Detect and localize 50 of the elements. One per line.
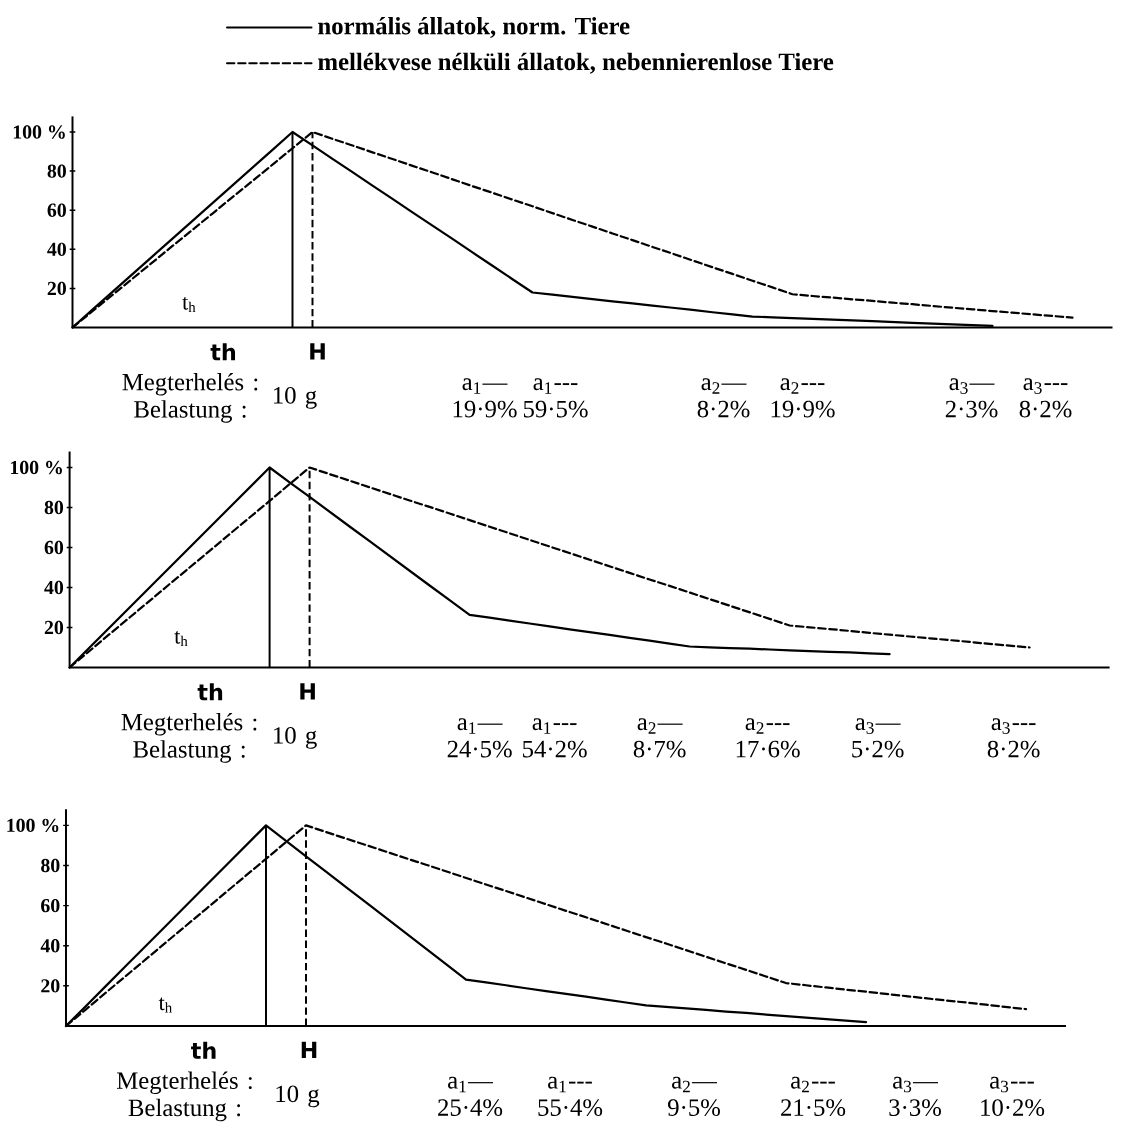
y-tick-label: 20 (47, 281, 66, 296)
text: a$_{3}$— 2·3% (945, 378, 998, 418)
text: 10 g (273, 387, 317, 409)
text: H (301, 1041, 317, 1059)
text: a$_{2}$--- 17·6% (736, 718, 800, 758)
text: Megterhelés : Belastung : (122, 372, 258, 423)
text: a$_{1}$--- 59·5% (523, 378, 588, 418)
text: a$_{2}$--- 19·9% (771, 378, 835, 418)
y-tick-label: 80 (41, 858, 60, 873)
text: a$_{3}$--- 8·2% (1019, 378, 1072, 418)
text: Megterhelés : Belastung : (116, 1071, 252, 1122)
text: a$_{1}$— 19·9% (453, 378, 517, 418)
legend-label: mellékvese nélküli állatok, nebennierenlose Tiere (318, 52, 834, 74)
text: H (300, 683, 315, 700)
text: a$_{2}$— 8·7% (633, 718, 686, 758)
y-tick-label: 40 (44, 580, 64, 595)
text: th (197, 683, 223, 701)
y-tick-label: 100 % (10, 460, 62, 475)
y-tick-label: 100 % (13, 125, 65, 139)
y-tick-label: 20 (44, 620, 64, 635)
y-tick-label: 80 (47, 164, 66, 178)
y-tick-label: 40 (40, 939, 60, 953)
annotation: t$_{h}$ (158, 997, 172, 1013)
text: a$_{2}$— 9·5% (668, 1076, 720, 1116)
text: a$_{1}$--- 55·4% (538, 1076, 603, 1116)
text: a$_{3}$— 3·3% (889, 1076, 941, 1116)
text: a$_{2}$— 8·2% (697, 378, 750, 418)
y-tick-label: 80 (44, 500, 64, 515)
text: a$_{3}$--- 10·2% (981, 1076, 1045, 1116)
text: H (310, 343, 325, 360)
text: a$_{1}$--- 54·2% (523, 718, 587, 758)
annotation: t$_{h}$ (182, 296, 196, 313)
y-tick-label: 60 (44, 540, 64, 555)
text: 10 g (274, 727, 317, 749)
text: a$_{2}$--- 21·5% (781, 1076, 846, 1116)
text: 10 g (276, 1085, 320, 1108)
text: a$_{3}$--- 8·2% (987, 718, 1040, 758)
text: th (210, 343, 236, 361)
legend-label: normális állatok, norm. Tiere (318, 17, 630, 39)
text: Megterhelés : Belastung : (121, 713, 257, 763)
y-tick-label: 20 (41, 979, 60, 993)
annotation: t$_{h}$ (174, 630, 188, 647)
text: a$_{1}$— 24·5% (447, 718, 512, 758)
text: a$_{1}$— 25·4% (438, 1076, 503, 1116)
y-tick-label: 100 % (7, 818, 59, 833)
y-tick-label: 60 (47, 203, 66, 217)
y-tick-label: 60 (41, 898, 60, 913)
text: a$_{3}$— 5·2% (852, 718, 904, 758)
text: th (191, 1041, 216, 1059)
y-tick-label: 40 (47, 242, 66, 256)
